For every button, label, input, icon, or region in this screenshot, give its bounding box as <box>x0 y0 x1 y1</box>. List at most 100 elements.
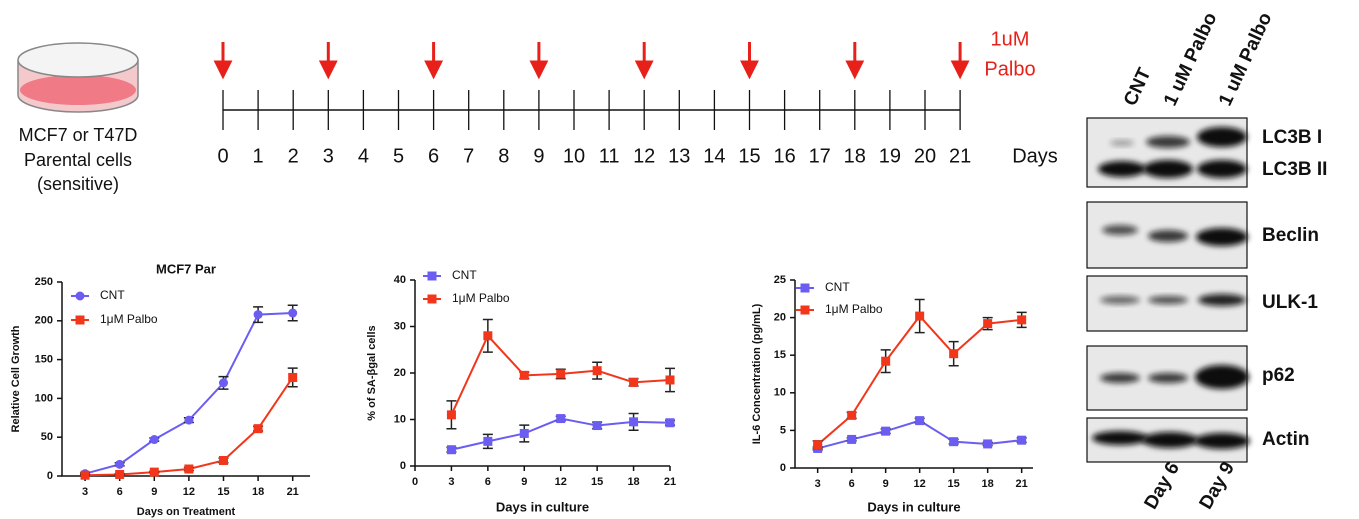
data-point <box>983 439 993 449</box>
legend-label: CNT <box>100 288 125 302</box>
x-tick-label: 6 <box>849 478 855 490</box>
x-tick-label: 0 <box>412 476 418 488</box>
x-tick-label: 9 <box>883 478 889 490</box>
legend-marker <box>800 305 810 315</box>
data-point <box>149 467 159 477</box>
timeline-day-label: 20 <box>914 145 936 167</box>
data-point <box>813 440 823 450</box>
western-blot <box>1086 117 1250 463</box>
band-label: ULK-1 <box>1262 292 1318 313</box>
dish-label: (sensitive) <box>37 174 119 194</box>
data-point <box>629 417 639 427</box>
treatment-arrow <box>950 42 970 80</box>
y-tick-label: 5 <box>780 424 786 436</box>
series-line <box>817 314 1022 446</box>
legend-label: CNT <box>452 268 477 282</box>
legend-marker <box>427 271 437 281</box>
data-point <box>483 331 493 341</box>
data-point <box>592 421 602 431</box>
timeline-day-label: 19 <box>879 145 901 167</box>
timeline-day-label: 11 <box>599 145 620 167</box>
data-point <box>881 356 891 366</box>
x-tick-label: 18 <box>982 478 994 490</box>
x-tick-label: 9 <box>521 476 527 488</box>
data-point <box>949 437 959 447</box>
band-label: LC3B II <box>1262 159 1327 180</box>
data-point <box>253 310 263 320</box>
x-tick-label: 21 <box>1016 478 1028 490</box>
data-point <box>629 377 639 387</box>
y-tick-label: 50 <box>41 431 53 443</box>
x-tick-label: 9 <box>151 486 157 498</box>
timeline-day-label: 6 <box>428 145 439 167</box>
treatment-arrow <box>424 42 444 80</box>
treatment-arrow <box>529 42 549 80</box>
treatment-label: Palbo <box>984 58 1035 80</box>
data-point <box>847 434 857 444</box>
data-point <box>115 459 125 469</box>
y-tick-label: 100 <box>35 392 53 404</box>
y-tick-label: 0 <box>47 470 53 482</box>
treatment-label: 1uM <box>991 28 1030 50</box>
treatment-arrow <box>213 42 233 80</box>
timeline-day-label: 0 <box>217 145 228 167</box>
x-tick-label: 3 <box>815 478 821 490</box>
treatment-arrow <box>845 42 865 80</box>
x-tick-label: 18 <box>252 486 264 498</box>
timeline-day-label: 4 <box>358 145 369 167</box>
x-tick-label: 6 <box>485 476 491 488</box>
band-label: LC3B I <box>1262 127 1322 148</box>
x-tick-label: 15 <box>948 478 960 490</box>
data-point <box>915 311 925 321</box>
x-tick-label: 3 <box>82 486 88 498</box>
y-tick-label: 200 <box>35 315 53 327</box>
x-tick-label: 12 <box>555 476 567 488</box>
y-axis-label: IL-6 Concentration (pg/mL) <box>751 303 763 444</box>
timeline-day-label: 10 <box>563 145 585 167</box>
data-point <box>519 370 529 380</box>
timeline-day-label: 2 <box>288 145 299 167</box>
y-tick-label: 0 <box>780 462 786 474</box>
timeline-day-label: 12 <box>633 145 655 167</box>
timeline-day-label: 17 <box>809 145 831 167</box>
legend-marker <box>800 283 810 293</box>
data-point <box>446 410 456 420</box>
legend-label: 1μM Palbo <box>100 312 158 326</box>
y-tick-label: 10 <box>774 387 786 399</box>
axis <box>61 282 310 477</box>
data-point <box>1017 315 1027 325</box>
x-tick-label: 12 <box>914 478 926 490</box>
lane-label: 1 uM Palbo <box>1160 9 1221 109</box>
timeline-day-label: 9 <box>533 145 544 167</box>
y-tick-label: 250 <box>35 276 53 288</box>
legend-marker <box>75 291 85 301</box>
timeline-day-label: 15 <box>738 145 760 167</box>
y-tick-label: 20 <box>774 312 786 324</box>
y-axis-label: % of SA-βgal cells <box>366 325 378 420</box>
y-tick-label: 0 <box>400 460 406 472</box>
culture-dish <box>17 42 139 113</box>
lane-label: CNT <box>1120 65 1156 110</box>
legend-marker <box>427 294 437 304</box>
legend-label: 1μM Palbo <box>825 302 883 316</box>
y-tick-label: 150 <box>35 354 53 366</box>
x-axis-label: Days on Treatment <box>137 506 236 518</box>
data-point <box>218 378 228 388</box>
timeline-unit: Days <box>1012 145 1058 167</box>
legend-label: CNT <box>825 280 850 294</box>
dish-label: MCF7 or T47D <box>19 125 138 145</box>
data-point <box>847 410 857 420</box>
data-point <box>253 424 263 434</box>
y-tick-label: 40 <box>394 274 406 286</box>
timeline-day-label: 8 <box>498 145 509 167</box>
axis <box>414 280 670 467</box>
data-point <box>218 455 228 465</box>
data-point <box>665 418 675 428</box>
treatment-arrow <box>318 42 338 80</box>
x-axis-label: Days in culture <box>496 499 589 514</box>
chart-title: MCF7 Par <box>156 261 216 276</box>
y-tick-label: 20 <box>394 367 406 379</box>
timeline-day-label: 21 <box>949 145 971 167</box>
x-tick-label: 12 <box>183 486 195 498</box>
